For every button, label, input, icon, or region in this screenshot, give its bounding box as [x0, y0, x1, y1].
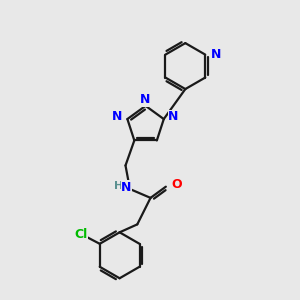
Text: N: N [140, 93, 150, 106]
Text: H: H [114, 181, 123, 190]
Text: N: N [168, 110, 178, 123]
Text: Cl: Cl [74, 229, 88, 242]
Text: N: N [121, 181, 132, 194]
Text: N: N [112, 110, 122, 123]
Text: N: N [211, 48, 221, 61]
Text: O: O [172, 178, 182, 191]
